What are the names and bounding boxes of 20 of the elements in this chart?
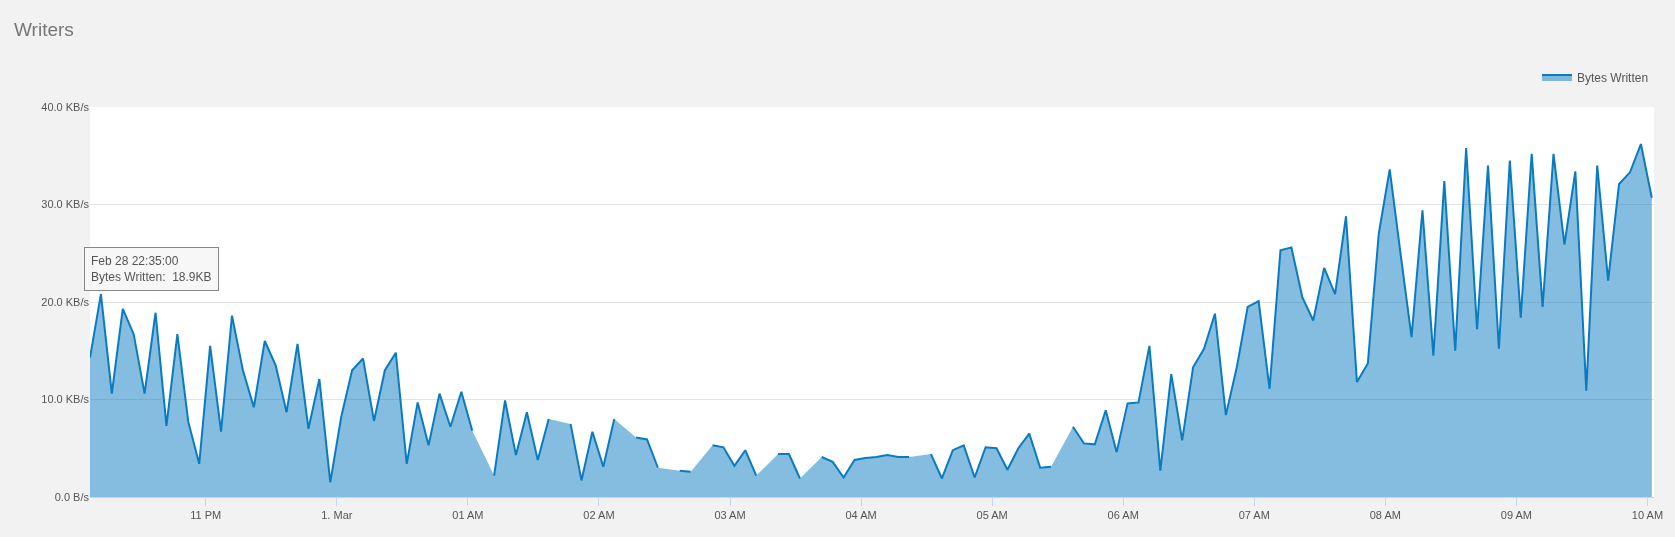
x-tick-label: 08 AM [1369, 509, 1401, 522]
y-tick-label: 0.0 B/s [54, 490, 90, 503]
x-tick-label: 04 AM [845, 509, 877, 522]
x-tick-label: 03 AM [714, 509, 746, 522]
y-tick-label: 10.0 KB/s [41, 393, 90, 406]
y-tick-label: 20.0 KB/s [41, 295, 90, 308]
x-tick-label: 07 AM [1238, 509, 1270, 522]
y-tick-label: 30.0 KB/s [41, 198, 90, 211]
x-tick-label: 1. Mar [321, 509, 353, 522]
x-tick-label: 09 AM [1500, 509, 1532, 522]
chart-title: Writers [14, 19, 74, 40]
y-tick-label: 40.0 KB/s [41, 100, 90, 113]
x-tick-label: 02 AM [583, 509, 615, 522]
x-tick-label: 05 AM [976, 509, 1008, 522]
x-tick-label: 01 AM [452, 509, 484, 522]
annotation: Feb 28 22:35:00 Bytes Written: 18.9KB [91, 254, 212, 284]
x-tick-label: 11 PM [190, 509, 222, 522]
legend-label: Bytes Written [1577, 70, 1649, 85]
x-tick-label: 06 AM [1107, 509, 1139, 522]
x-tick-label: 10 AM [1631, 509, 1664, 522]
